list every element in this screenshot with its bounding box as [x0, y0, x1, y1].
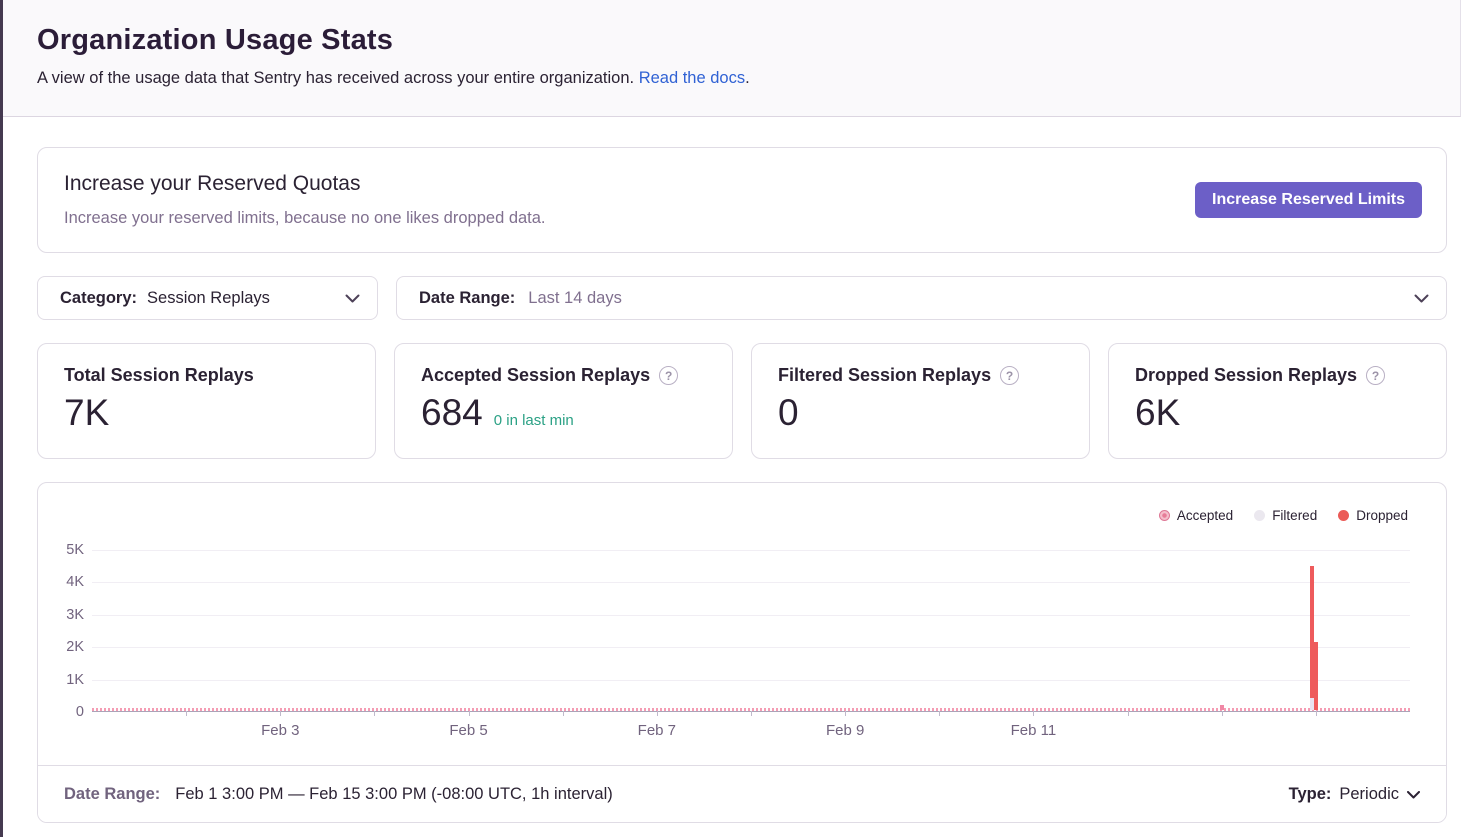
chevron-down-icon	[1414, 294, 1429, 303]
stat-card-title: Filtered Session Replays	[778, 365, 992, 385]
stat-card-title: Total Session Replays	[64, 365, 254, 385]
main-content: Increase your Reserved Quotas Increase y…	[0, 117, 1484, 823]
category-filter-value: Session Replays	[147, 288, 270, 307]
stat-card-value: 0	[778, 392, 799, 433]
stat-card-title: Dropped Session Replays	[1135, 365, 1358, 385]
type-selector-value: Periodic	[1339, 784, 1399, 803]
x-axis-label: Feb 7	[637, 722, 677, 739]
accepted-bar	[1219, 705, 1224, 710]
stat-card-title: Accepted Session Replays	[421, 365, 651, 385]
help-icon[interactable]: ?	[659, 366, 679, 385]
filtered-legend-dot-icon	[1254, 510, 1266, 521]
y-axis-label: 4K	[66, 574, 84, 591]
legend-label: Accepted	[1176, 508, 1234, 523]
dropped-bar	[1310, 565, 1315, 710]
x-axis-label: Feb 3	[261, 722, 300, 739]
x-axis-tick	[374, 711, 376, 716]
subtitle-period: .	[745, 69, 750, 87]
x-axis-tick	[468, 711, 470, 716]
legend-item-dropped[interactable]: Dropped	[1338, 508, 1408, 523]
page-subtitle: A view of the usage data that Sentry has…	[37, 69, 1460, 88]
y-axis-label: 2K	[66, 639, 84, 656]
stat-card-value: 684	[421, 392, 483, 433]
stat-card-accepted: Accepted Session Replays ? 684 0 in last…	[394, 343, 733, 459]
legend-label: Filtered	[1272, 508, 1318, 523]
x-axis-tick	[1127, 711, 1129, 716]
page-header: Organization Usage Stats A view of the u…	[3, 0, 1461, 117]
page-subtitle-text: A view of the usage data that Sentry has…	[37, 69, 635, 87]
filter-row: Category: Session Replays Date Range: La…	[37, 276, 1447, 320]
accepted-legend-dot-icon	[1158, 510, 1170, 521]
chevron-down-icon	[345, 294, 360, 303]
date-range-filter-label: Date Range:	[419, 288, 516, 307]
help-icon[interactable]: ?	[1366, 366, 1386, 385]
x-axis-tick	[939, 711, 941, 716]
category-filter-label: Category:	[60, 288, 138, 307]
x-axis-tick	[280, 711, 282, 716]
type-selector[interactable]: Type: Periodic	[1289, 785, 1420, 804]
gridline	[92, 582, 1410, 584]
usage-chart: Accepted Filtered Dropped 0 1K 2K 3K 4K 5K Feb…	[38, 483, 1446, 765]
legend-label: Dropped	[1356, 508, 1408, 523]
x-axis-tick	[1221, 711, 1223, 716]
stat-card-value: 7K	[64, 392, 110, 433]
stat-cards-row: Total Session Replays 7K Accepted Sessio…	[37, 343, 1447, 459]
type-selector-label: Type:	[1288, 784, 1332, 803]
x-axis-tick	[656, 711, 658, 716]
chart-plot-area: 0 1K 2K 3K 4K 5K Feb 3 Feb 5 Feb 7 Feb 9 Feb 11	[66, 542, 1410, 739]
date-range-filter-value: Last 14 days	[528, 288, 622, 307]
reserved-quota-card: Increase your Reserved Quotas Increase y…	[37, 147, 1447, 253]
help-icon[interactable]: ?	[1000, 366, 1020, 385]
page-title: Organization Usage Stats	[37, 24, 394, 56]
gridline	[92, 647, 1410, 649]
x-axis-tick	[845, 711, 847, 716]
y-axis-label: 3K	[66, 606, 84, 623]
y-axis-label: 5K	[66, 542, 84, 558]
chart-legend: Accepted Filtered Dropped	[1158, 508, 1408, 523]
dropped-bar	[1313, 641, 1318, 710]
x-axis-label: Feb 9	[825, 722, 865, 739]
x-axis-label: Feb 5	[449, 722, 488, 739]
x-axis-tick	[186, 711, 188, 716]
y-axis-label: 0	[75, 704, 84, 720]
x-axis-label: Feb 11	[1010, 722, 1057, 739]
usage-chart-card: Accepted Filtered Dropped 0 1K 2K 3K 4K 5K Feb…	[37, 482, 1447, 823]
x-axis-tick	[1033, 711, 1035, 716]
footer-date-range-label: Date Range:	[64, 784, 161, 803]
legend-item-accepted[interactable]: Accepted	[1158, 508, 1234, 523]
sidebar-edge	[0, 0, 3, 837]
quota-card-description: Increase your reserved limits, because n…	[64, 209, 546, 227]
read-the-docs-link[interactable]: Read the docs	[638, 69, 746, 87]
chevron-down-icon	[1407, 785, 1420, 804]
stat-card-total: Total Session Replays 7K	[37, 343, 376, 459]
footer-date-range-value: Feb 1 3:00 PM — Feb 15 3:00 PM (-08:00 U…	[175, 784, 613, 803]
stat-card-subtext: 0 in last min	[493, 412, 574, 429]
y-axis-label: 1K	[66, 671, 84, 688]
legend-item-filtered[interactable]: Filtered	[1254, 508, 1317, 523]
stat-card-value: 6K	[1135, 392, 1181, 433]
dropped-legend-dot-icon	[1338, 510, 1350, 521]
quota-card-text: Increase your Reserved Quotas Increase y…	[64, 172, 546, 228]
stat-card-dropped: Dropped Session Replays ? 6K	[1108, 343, 1447, 459]
quota-card-title: Increase your Reserved Quotas	[64, 172, 361, 195]
x-axis-tick	[562, 711, 564, 716]
stat-card-filtered: Filtered Session Replays ? 0	[751, 343, 1090, 459]
gridline	[92, 679, 1410, 681]
increase-reserved-limits-button[interactable]: Increase Reserved Limits	[1195, 182, 1422, 218]
x-axis-tick	[1315, 711, 1317, 716]
gridline	[92, 550, 1410, 551]
date-range-filter[interactable]: Date Range: Last 14 days	[396, 276, 1447, 320]
gridline	[92, 614, 1410, 616]
chart-footer: Date Range: Feb 1 3:00 PM — Feb 15 3:00 …	[38, 765, 1446, 822]
accepted-baseline-bars	[92, 708, 1410, 711]
x-axis-tick	[751, 711, 752, 716]
category-filter[interactable]: Category: Session Replays	[37, 276, 378, 320]
